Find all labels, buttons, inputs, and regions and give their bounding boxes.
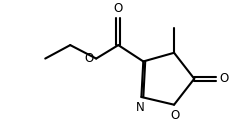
Text: O: O <box>84 52 94 65</box>
Text: O: O <box>114 2 123 15</box>
Text: O: O <box>170 109 180 122</box>
Text: N: N <box>136 101 145 114</box>
Text: O: O <box>219 72 229 85</box>
